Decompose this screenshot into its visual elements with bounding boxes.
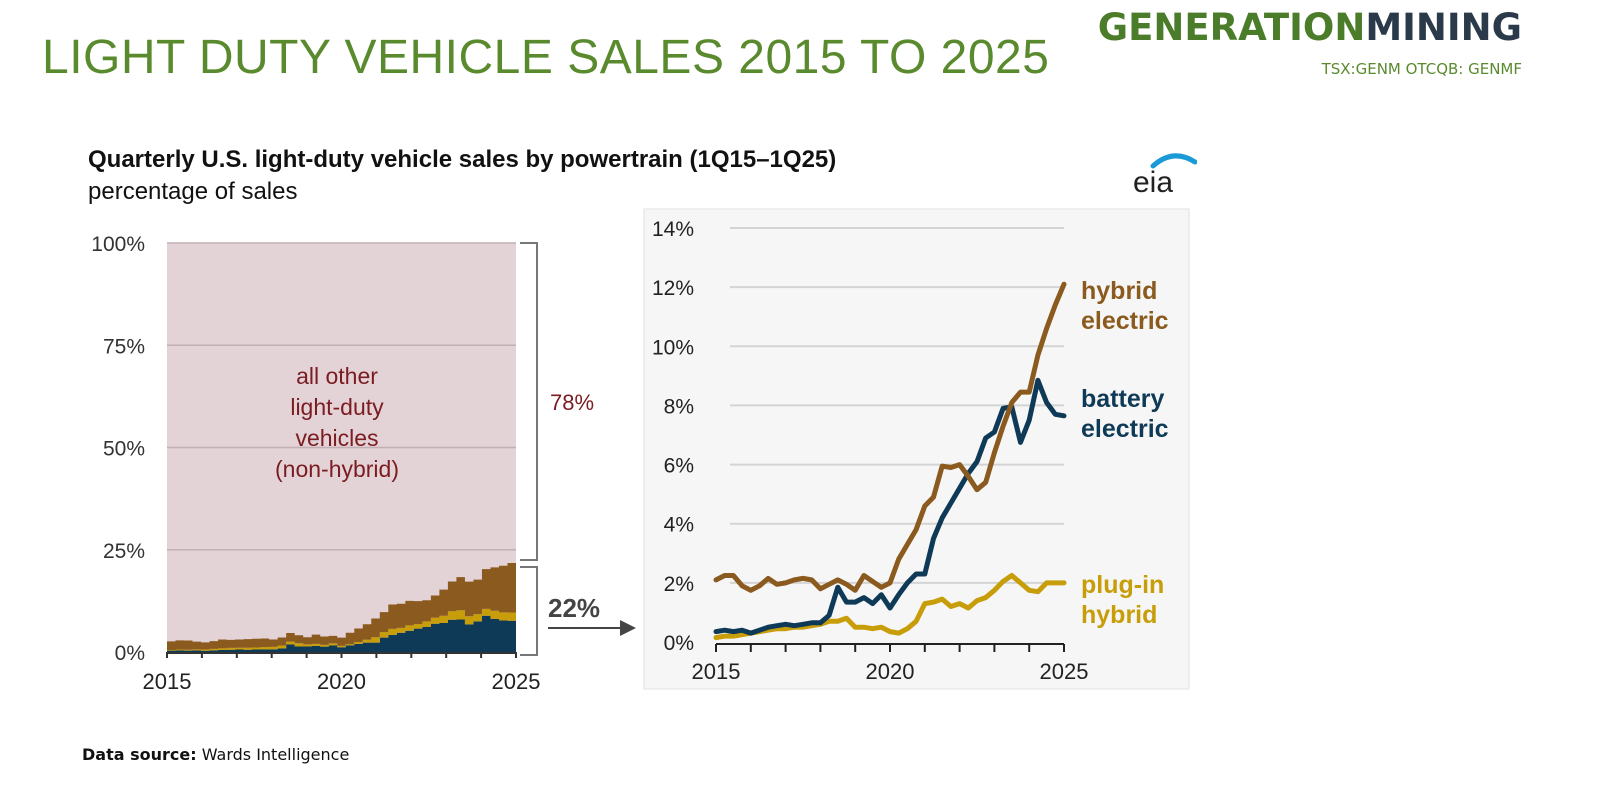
right-x-tick-label: 2025 — [1040, 659, 1089, 684]
label-battery-electric: electric — [1081, 415, 1169, 443]
left-y-tick-label: 100% — [91, 233, 145, 256]
right-y-tick-label: 8% — [664, 395, 694, 418]
bracket-22 — [520, 566, 538, 656]
other-vehicles-label-line: (non-hybrid) — [275, 456, 399, 482]
annotation-22-percent: 22% — [548, 593, 600, 623]
brand-logo: GENERATIONMINING — [1098, 6, 1522, 49]
right-x-tick-label: 2015 — [692, 659, 741, 684]
line-battery-electric — [713, 377, 1067, 636]
left-y-tick-label: 50% — [103, 438, 145, 461]
left-y-tick-label: 25% — [103, 540, 145, 563]
right-y-tick-label: 4% — [664, 514, 694, 537]
data-source-label: Data source: — [82, 745, 197, 764]
other-vehicles-label-line: vehicles — [295, 425, 378, 451]
left-x-tick-label: 2025 — [492, 669, 541, 694]
eia-logo-icon: eia — [1133, 153, 1197, 198]
brand-part-generation: GENERATION — [1097, 6, 1366, 49]
left-y-tick-labels: 0% 25% 50% 75% 100% — [91, 233, 145, 665]
other-vehicles-label: all other light-duty vehicles (non-hybrid) — [275, 363, 399, 482]
right-y-tick-label: 12% — [652, 277, 694, 300]
right-lines — [713, 281, 1067, 641]
label-hybrid-electric: hybrid — [1081, 277, 1157, 305]
label-plug-in-hybrid: plug-in — [1081, 571, 1164, 599]
right-gridlines — [730, 227, 1064, 584]
area-battery-electric — [167, 615, 516, 652]
right-y-tick-labels: 0% 2% 4% 6% 8% 10% 12% 14% — [652, 218, 694, 655]
other-vehicles-label-line: light-duty — [290, 394, 384, 420]
ticker-symbols: TSX:GENM OTCQB: GENMF — [1321, 60, 1522, 78]
line-chart-panel — [643, 208, 1190, 690]
right-y-tick-label: 2% — [664, 573, 694, 596]
right-series-labels: hybridelectricbatteryelectricplug-inhybr… — [1081, 277, 1169, 629]
label-hybrid-electric: electric — [1081, 307, 1169, 335]
annotation-78-percent: 78% — [550, 390, 594, 415]
left-x-tick-label: 2015 — [143, 669, 192, 694]
left-areas — [166, 242, 517, 658]
area-hybrid-electric — [167, 563, 516, 650]
arrow-right-icon — [620, 620, 636, 636]
other-vehicles-label-line: all other — [296, 363, 378, 389]
chart-title: Quarterly U.S. light-duty vehicle sales … — [88, 146, 837, 173]
label-plug-in-hybrid: hybrid — [1081, 601, 1157, 629]
data-source: Data source: Wards Intelligence — [82, 745, 349, 764]
bracket-78 — [520, 242, 538, 561]
left-x-tick-labels: 2015 2020 2025 — [143, 669, 541, 694]
line-hybrid-electric — [713, 281, 1067, 593]
right-y-tick-label: 0% — [664, 632, 694, 655]
slide-title: LIGHT DUTY VEHICLE SALES 2015 TO 2025 — [42, 31, 1050, 84]
line-plug-in-hybrid — [713, 573, 1067, 641]
right-y-tick-label: 14% — [652, 218, 694, 241]
left-y-tick-label: 75% — [103, 335, 145, 358]
right-x-tick-label: 2020 — [866, 659, 915, 684]
eia-text: eia — [1133, 166, 1173, 198]
right-x-axis: 2015 2020 2025 — [692, 643, 1089, 684]
chart-subtitle: percentage of sales — [88, 178, 298, 205]
eia-swoosh — [1150, 153, 1197, 169]
stacked-area-chart: 0% 25% 50% 75% 100% 2015 2020 2025 all other li… — [91, 233, 636, 694]
data-source-value: Wards Intelligence — [201, 745, 350, 764]
label-battery-electric: battery — [1081, 385, 1164, 413]
left-x-tick-label: 2020 — [317, 669, 366, 694]
left-y-tick-label: 0% — [115, 642, 145, 665]
right-y-tick-label: 10% — [652, 336, 694, 359]
brand-part-mining: MINING — [1365, 6, 1522, 49]
right-y-tick-label: 6% — [664, 455, 694, 478]
